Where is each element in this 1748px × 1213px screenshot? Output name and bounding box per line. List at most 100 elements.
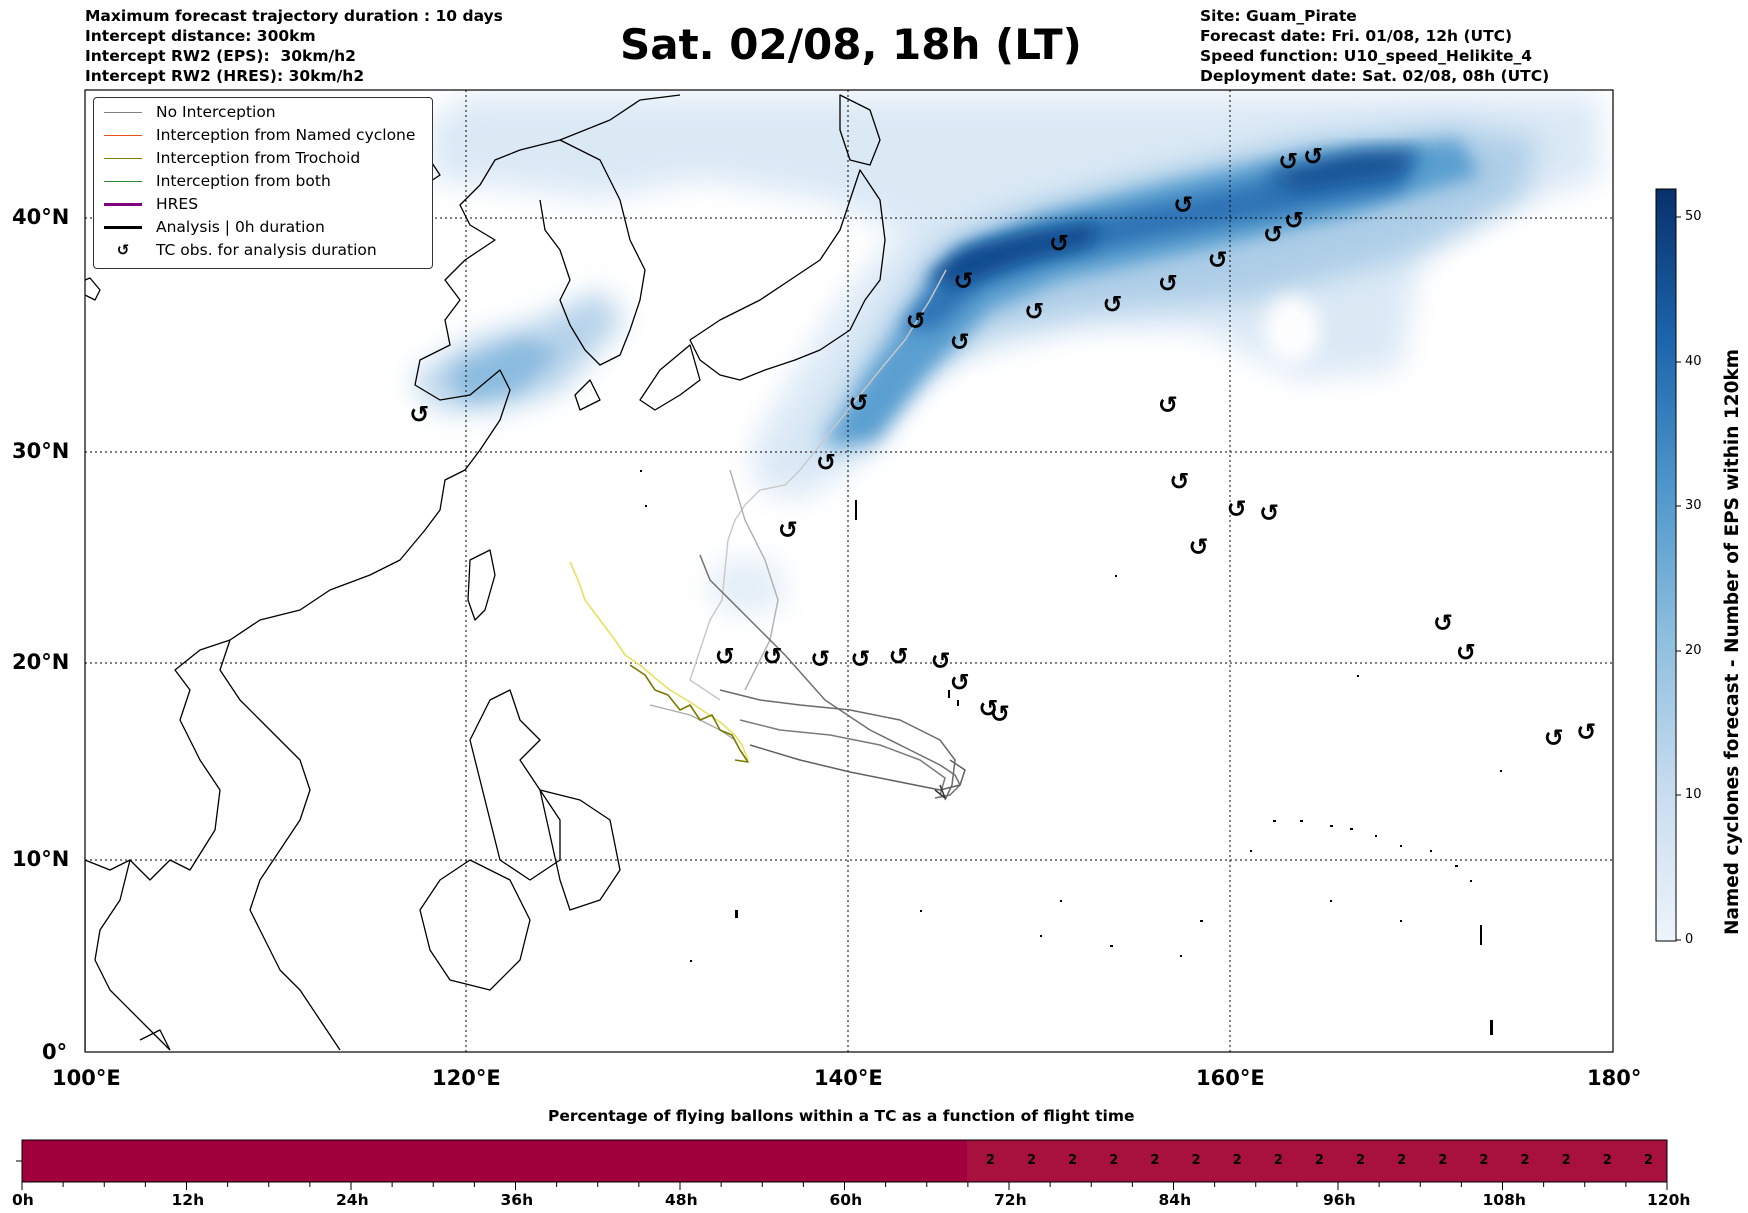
legend-item-no-interception: No Interception — [104, 101, 276, 123]
tc-obs-icon: ↺ — [931, 647, 951, 675]
timeline-count: 2 — [1191, 1153, 1201, 1168]
lat-label-40: 40°N — [12, 205, 70, 229]
tc-obs-icon: ↺ — [1049, 230, 1069, 258]
lon-label-140: 140°E — [814, 1066, 883, 1090]
tc-obs-icon: ↺ — [1278, 148, 1298, 176]
header-distance: Intercept distance: 300km — [85, 27, 316, 45]
timeline-bar — [16, 1139, 1668, 1190]
islands — [640, 470, 1502, 1035]
lon-label-160: 160°E — [1196, 1066, 1265, 1090]
tc-obs-icon: ↺ — [978, 694, 998, 722]
lat-label-0: 0° — [42, 1040, 68, 1064]
page-title: Sat. 02/08, 18h (LT) — [620, 20, 1082, 69]
header-rw2-hres: Intercept RW2 (HRES): 30km/h2 — [85, 67, 365, 85]
tc-obs-layer: ↺↺↺↺↺↺↺↺↺ ↺↺↺↺↺↺↺ ↺↺↺↺ ↺↺↺ ↺ ↺ ↺ ↺ ↺↺↺↺↺↺↺ ↺ — [409, 143, 1596, 752]
timeline-tick-label: 96h — [1323, 1191, 1356, 1209]
tc-obs-icon: ↺ — [1263, 220, 1283, 248]
map-frame — [84, 89, 1614, 1053]
tc-obs-icon: ↺ — [1456, 638, 1476, 666]
timeline-count: 2 — [985, 1153, 995, 1168]
header-left: Maximum forecast trajectory duration : 1… — [85, 6, 503, 86]
tc-obs-icon: ↺ — [810, 645, 830, 673]
header-deployment-date: Deployment date: Sat. 02/08, 08h (UTC) — [1200, 67, 1550, 85]
timeline-count: 2 — [1027, 1153, 1037, 1168]
colorbar-tick-30: 30 — [1685, 498, 1702, 513]
tc-obs-icon: ↺ — [763, 643, 783, 671]
tc-symbol-icon: ↺ — [116, 241, 130, 259]
legend-line-icon — [104, 157, 142, 159]
lat-label-30: 30°N — [12, 439, 70, 463]
tc-obs-icon: ↺ — [1169, 468, 1189, 496]
timeline-tick-label: 60h — [829, 1191, 863, 1209]
lon-label-100: 100°E — [52, 1066, 121, 1090]
legend-item-both: Interception from both — [104, 170, 331, 192]
legend-item-tc-obs: ↺ TC obs. for analysis duration — [104, 239, 377, 261]
tc-obs-icon: ↺ — [1284, 206, 1304, 234]
timeline-tick-label: 36h — [500, 1191, 534, 1209]
timeline-count: 2 — [1520, 1153, 1530, 1168]
legend-line-icon — [104, 180, 142, 182]
tc-obs-icon: ↺ — [1576, 718, 1596, 746]
header-right: Site: Guam_Pirate Forecast date: Fri. 01… — [1200, 6, 1549, 86]
legend-item-analysis: Analysis | 0h duration — [104, 216, 325, 238]
timeline-tick-label: 48h — [665, 1191, 698, 1209]
timeline-tick-label: 120h — [1647, 1191, 1691, 1209]
legend-item-hres: HRES — [104, 193, 198, 215]
graticule — [85, 90, 1613, 1052]
tc-obs-icon: ↺ — [1544, 724, 1564, 752]
tc-obs-icon: ↺ — [1173, 191, 1193, 219]
tc-obs-icon: ↺ — [1433, 609, 1453, 637]
legend-line-icon — [104, 225, 142, 229]
timeline-count: 2 — [1602, 1153, 1612, 1168]
timeline-count: 2 — [1479, 1153, 1489, 1168]
timeline-count: 2 — [1356, 1153, 1366, 1168]
tc-obs-icon: ↺ — [954, 267, 974, 295]
tc-obs-icon: ↺ — [1227, 495, 1247, 523]
tc-obs-icon: ↺ — [1259, 499, 1279, 527]
timeline-count: 2 — [1109, 1153, 1119, 1168]
tc-obs-icon: ↺ — [850, 645, 870, 673]
lon-label-180: 180° — [1587, 1066, 1642, 1090]
timeline-count: 2 — [1438, 1153, 1448, 1168]
tc-obs-icon: ↺ — [1188, 533, 1208, 561]
timeline-count: 2 — [1397, 1153, 1407, 1168]
timeline-title: Percentage of flying ballons within a TC… — [548, 1107, 1135, 1125]
header-speed-function: Speed function: U10_speed_Helikite_4 — [1200, 47, 1533, 65]
legend-line-icon — [104, 134, 142, 136]
timeline-tick-label: 12h — [171, 1191, 205, 1209]
lat-label-20: 20°N — [12, 650, 70, 674]
tc-obs-icon: ↺ — [1103, 291, 1123, 319]
timeline-tick-label: 108h — [1482, 1191, 1526, 1209]
tc-density-field — [410, 95, 1600, 615]
colorbar-tick-40: 40 — [1685, 354, 1702, 369]
colorbar-tick-0: 0 — [1685, 932, 1694, 947]
colorbar-tick-50: 50 — [1685, 209, 1702, 224]
tc-obs-icon: ↺ — [889, 643, 909, 671]
tc-obs-icon: ↺ — [778, 516, 798, 544]
timeline-count: 2 — [1314, 1153, 1324, 1168]
map-legend: No Interception Interception from Named … — [93, 97, 433, 269]
trajectories — [569, 269, 966, 801]
colorbar-title: Named cyclones forecast - Number of EPS … — [1722, 348, 1743, 935]
colorbar — [1655, 188, 1681, 942]
tc-obs-icon: ↺ — [1024, 298, 1044, 326]
timeline-count: 2 — [1150, 1153, 1160, 1168]
colorbar-tick-20: 20 — [1685, 643, 1702, 658]
tc-obs-icon: ↺ — [1158, 270, 1178, 298]
timeline-count: 2 — [1643, 1153, 1653, 1168]
coastlines — [85, 94, 886, 1051]
header-rw2-eps: Intercept RW2 (EPS): 30km/h2 — [85, 47, 356, 65]
tc-obs-icon: ↺ — [906, 307, 926, 335]
header-duration: Maximum forecast trajectory duration : 1… — [85, 7, 503, 25]
lat-label-10: 10°N — [12, 847, 70, 871]
colorbar-tick-10: 10 — [1685, 787, 1702, 802]
tc-obs-icon: ↺ — [950, 328, 970, 356]
timeline-count: 2 — [1232, 1153, 1242, 1168]
timeline-tick-label: 24h — [336, 1191, 369, 1209]
timeline-count: 2 — [1561, 1153, 1571, 1168]
lon-label-120: 120°E — [432, 1066, 501, 1090]
tc-obs-icon: ↺ — [816, 449, 836, 477]
tc-obs-icon: ↺ — [409, 401, 429, 429]
tc-obs-icon: ↺ — [1303, 143, 1323, 171]
